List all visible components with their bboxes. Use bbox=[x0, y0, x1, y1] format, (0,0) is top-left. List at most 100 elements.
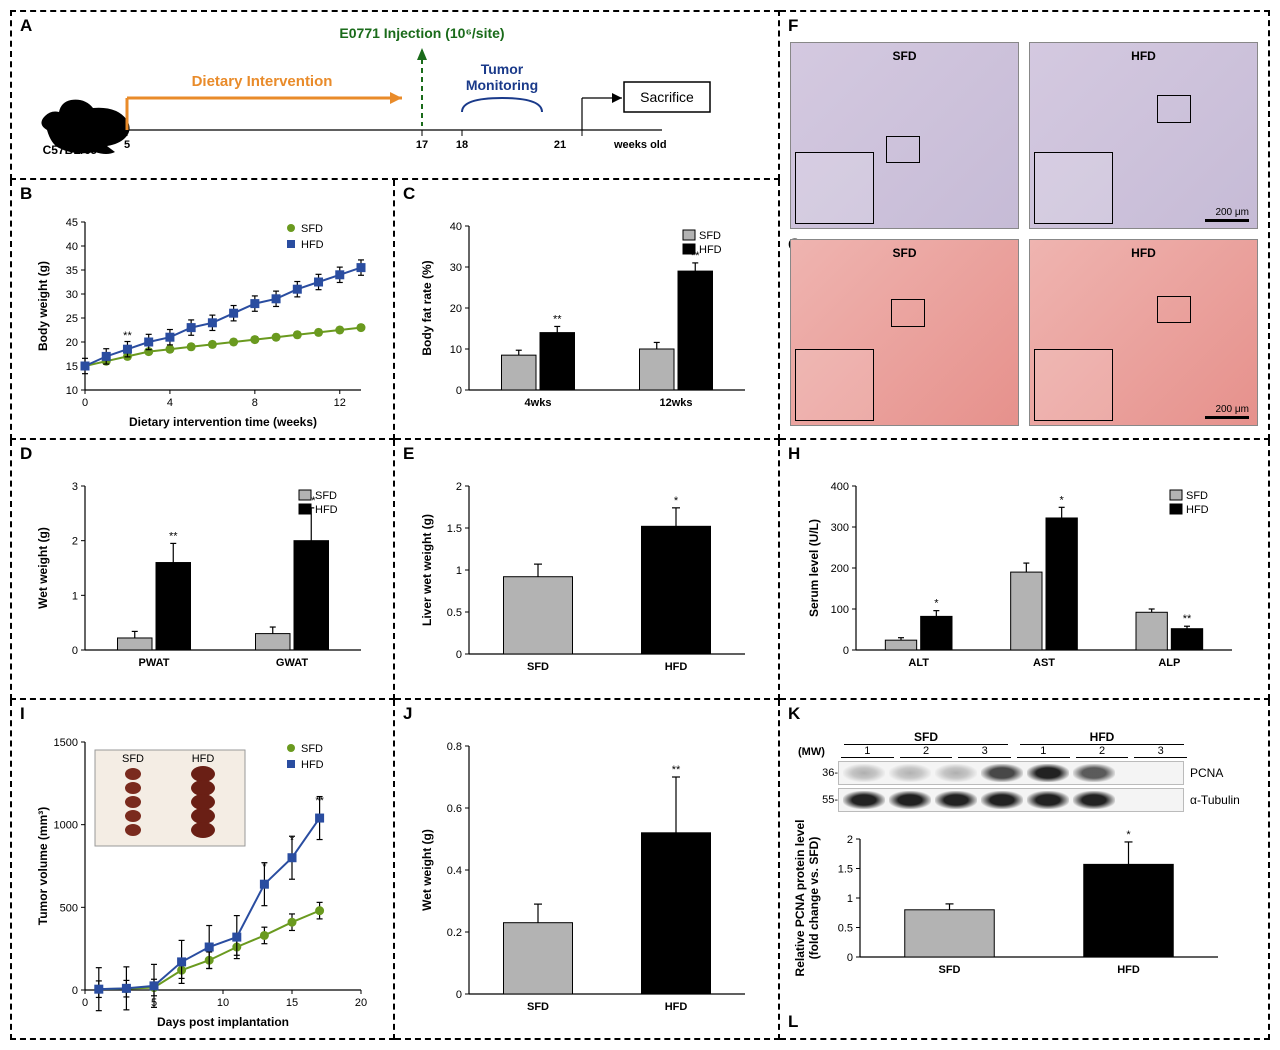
svg-text:0: 0 bbox=[455, 649, 461, 661]
svg-text:15: 15 bbox=[285, 997, 297, 1009]
svg-text:0.2: 0.2 bbox=[446, 927, 461, 939]
svg-text:ALP: ALP bbox=[1158, 657, 1180, 669]
svg-text:SFD: SFD bbox=[939, 964, 961, 976]
panel-e: E 00.511.52Liver wet weight (g)SFD*HFD bbox=[395, 440, 780, 700]
panel-b-label: B bbox=[20, 184, 32, 204]
svg-text:**: ** bbox=[1183, 613, 1192, 625]
panel-k-l: K SFD HFD (MW) 123123 36-PCNA55-α-Tubuli… bbox=[780, 700, 1270, 1040]
svg-text:100: 100 bbox=[831, 604, 849, 616]
panel-h: H 0100200300400Serum level (U/L)*ALT*AST… bbox=[780, 440, 1270, 700]
chart-h: 0100200300400Serum level (U/L)*ALT*AST**… bbox=[804, 470, 1244, 690]
svg-text:*: * bbox=[1126, 829, 1131, 841]
chart-b: 101520253035404504812Dietary interventio… bbox=[33, 210, 373, 430]
svg-text:HFD: HFD bbox=[301, 239, 324, 251]
svg-text:1: 1 bbox=[847, 893, 853, 905]
svg-text:4wks: 4wks bbox=[524, 397, 551, 409]
svg-text:**: ** bbox=[671, 764, 680, 776]
svg-text:4: 4 bbox=[166, 397, 172, 409]
svg-text:300: 300 bbox=[831, 522, 849, 534]
chart-l: 00.511.52Relative PCNA protein level(fol… bbox=[790, 823, 1230, 993]
chart-c: 010203040Body fat rate (%)**4wks**12wksS… bbox=[417, 210, 757, 430]
panel-b: B 101520253035404504812Dietary intervent… bbox=[10, 180, 395, 440]
svg-text:15: 15 bbox=[65, 361, 77, 373]
week-ticks: 5 17 18 21 weeks old bbox=[124, 130, 667, 151]
histology-f-hfd: HFD 200 μm bbox=[1029, 42, 1258, 229]
svg-text:5: 5 bbox=[124, 139, 130, 151]
svg-text:Wet weight (g): Wet weight (g) bbox=[420, 829, 434, 911]
monitor-label2: Monitoring bbox=[466, 77, 538, 93]
panel-c-label: C bbox=[403, 184, 415, 204]
svg-text:SFD: SFD bbox=[1186, 490, 1208, 502]
svg-text:0.6: 0.6 bbox=[446, 803, 461, 815]
svg-text:0.5: 0.5 bbox=[446, 607, 461, 619]
svg-text:SFD: SFD bbox=[699, 230, 721, 242]
timeline-svg: C57BL/6J Dietary Intervention E0771 Inje… bbox=[22, 20, 762, 170]
svg-text:ALT: ALT bbox=[908, 657, 929, 669]
panel-d: D 0123Wet weight (g)**PWAT**GWATSFDHFD bbox=[10, 440, 395, 700]
panel-f-label: F bbox=[788, 16, 798, 36]
svg-text:0: 0 bbox=[455, 989, 461, 1001]
svg-text:0.4: 0.4 bbox=[446, 865, 461, 877]
mouse-strain: C57BL/6J bbox=[43, 143, 98, 157]
diet-arrow-head bbox=[390, 92, 402, 104]
svg-text:10: 10 bbox=[449, 344, 461, 356]
svg-text:20: 20 bbox=[65, 337, 77, 349]
svg-text:200: 200 bbox=[831, 563, 849, 575]
svg-text:Serum level (U/L): Serum level (U/L) bbox=[807, 519, 821, 617]
svg-text:0: 0 bbox=[847, 952, 853, 964]
western-blot: SFD HFD (MW) 123123 36-PCNA55-α-Tubulin bbox=[798, 730, 1250, 812]
svg-text:0: 0 bbox=[71, 985, 77, 997]
svg-text:0.5: 0.5 bbox=[838, 923, 853, 935]
svg-text:0: 0 bbox=[843, 645, 849, 657]
panel-j-label: J bbox=[403, 704, 412, 724]
panel-f-g: F SFD HFD 200 μm G SFD bbox=[780, 10, 1270, 440]
svg-text:AST: AST bbox=[1033, 657, 1055, 669]
svg-text:**: ** bbox=[552, 313, 561, 325]
svg-text:Tumor volume (mm³): Tumor volume (mm³) bbox=[36, 807, 50, 925]
svg-text:21: 21 bbox=[554, 139, 566, 151]
svg-text:0: 0 bbox=[71, 645, 77, 657]
panel-i: I 05001000150005101520Days post implanta… bbox=[10, 700, 395, 1040]
svg-text:SFD: SFD bbox=[122, 753, 144, 765]
monitor-brace bbox=[462, 98, 542, 112]
svg-text:*: * bbox=[934, 598, 939, 610]
svg-text:12: 12 bbox=[333, 397, 345, 409]
svg-text:HFD: HFD bbox=[664, 661, 687, 673]
svg-text:Body fat rate (%): Body fat rate (%) bbox=[420, 260, 434, 355]
svg-text:Liver wet weight (g): Liver wet weight (g) bbox=[420, 514, 434, 626]
svg-text:SFD: SFD bbox=[301, 743, 323, 755]
monitor-label1: Tumor bbox=[481, 61, 524, 77]
svg-text:HFD: HFD bbox=[191, 753, 214, 765]
svg-text:SFD: SFD bbox=[527, 661, 549, 673]
chart-d: 0123Wet weight (g)**PWAT**GWATSFDHFD bbox=[33, 470, 373, 690]
svg-text:HFD: HFD bbox=[699, 244, 722, 256]
svg-text:*: * bbox=[673, 495, 678, 507]
svg-text:18: 18 bbox=[456, 139, 468, 151]
panel-k-label: K bbox=[788, 704, 800, 724]
svg-text:20: 20 bbox=[449, 303, 461, 315]
svg-text:HFD: HFD bbox=[664, 1001, 687, 1013]
panel-l-label: L bbox=[788, 1012, 798, 1032]
svg-text:1000: 1000 bbox=[53, 820, 77, 832]
svg-text:30: 30 bbox=[449, 262, 461, 274]
svg-text:12wks: 12wks bbox=[659, 397, 692, 409]
svg-text:HFD: HFD bbox=[301, 759, 324, 771]
svg-text:1.5: 1.5 bbox=[838, 864, 853, 876]
svg-text:weeks old: weeks old bbox=[613, 139, 667, 151]
panel-i-label: I bbox=[20, 704, 25, 724]
svg-text:10: 10 bbox=[216, 997, 228, 1009]
svg-text:2: 2 bbox=[455, 481, 461, 493]
svg-text:40: 40 bbox=[449, 221, 461, 233]
panel-e-label: E bbox=[403, 444, 414, 464]
diet-label: Dietary Intervention bbox=[192, 73, 333, 90]
svg-text:17: 17 bbox=[416, 139, 428, 151]
svg-text:0: 0 bbox=[81, 997, 87, 1009]
panel-a: A C57BL/6J Dietary Intervention E0771 In… bbox=[10, 10, 780, 180]
svg-text:GWAT: GWAT bbox=[275, 657, 307, 669]
svg-text:(fold change vs. SFD): (fold change vs. SFD) bbox=[807, 837, 821, 960]
svg-text:Body weight (g): Body weight (g) bbox=[36, 261, 50, 351]
svg-text:*: * bbox=[262, 861, 267, 873]
svg-text:0.8: 0.8 bbox=[446, 741, 461, 753]
svg-text:PWAT: PWAT bbox=[138, 657, 169, 669]
histology-g-hfd: HFD 200 μm bbox=[1029, 239, 1258, 426]
